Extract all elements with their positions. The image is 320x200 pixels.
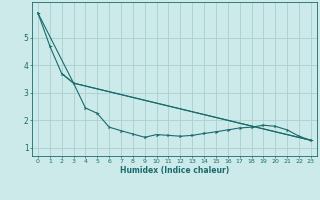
X-axis label: Humidex (Indice chaleur): Humidex (Indice chaleur) xyxy=(120,166,229,175)
